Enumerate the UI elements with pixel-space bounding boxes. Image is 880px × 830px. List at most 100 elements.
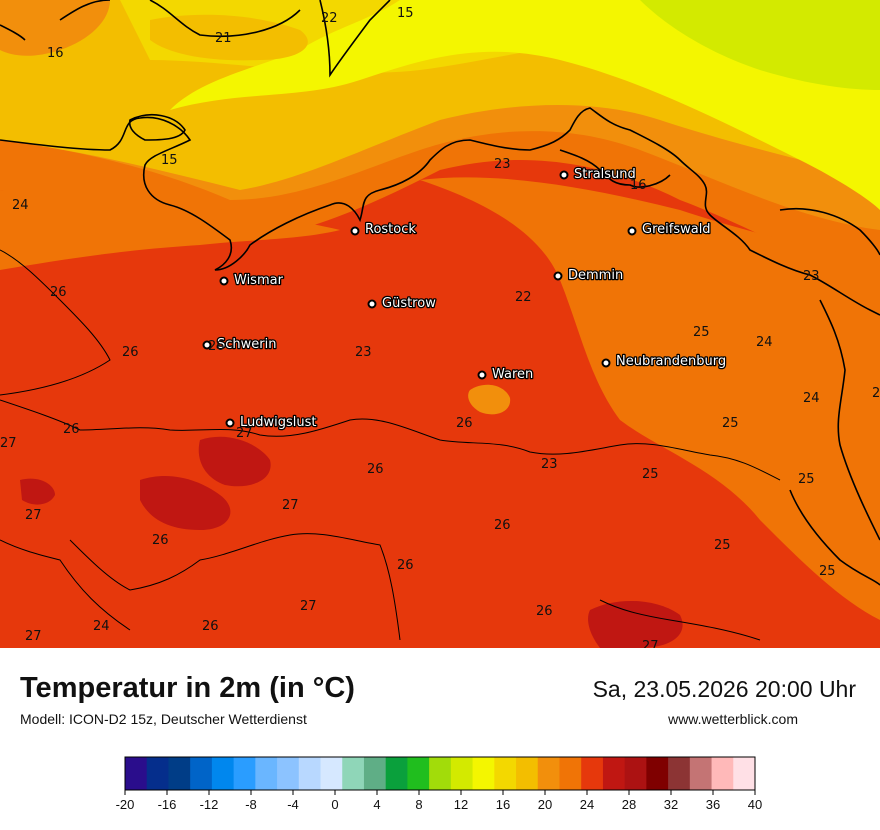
map-value: 25 [714,538,731,553]
legend-color-swatch [255,757,278,790]
map-value: 25 [722,416,739,431]
legend-color-swatch [233,757,256,790]
legend-color-swatch [190,757,213,790]
legend-color-swatch [125,757,148,790]
city-label-rostock: Rostock [365,222,416,237]
legend-tick-label: 36 [706,797,720,812]
city-marker-demmin [553,271,563,281]
legend-tick-label: -16 [158,797,177,812]
map-value: 25 [798,472,815,487]
state-border [0,249,111,396]
legend-tick-label: 28 [622,797,636,812]
coastline [789,489,880,586]
map-zone-palegreen [640,0,880,90]
legend-color-swatch [363,757,387,790]
map-value: 26 [397,558,414,573]
legend-tick-label: 40 [748,797,762,812]
map-value: 21 [215,31,232,46]
map-value: 26 [367,462,384,477]
map-zone-brightyellow [170,0,880,210]
map-value: 26 [208,339,225,354]
map-value: 24 [803,391,820,406]
legend-tick-label: 12 [454,797,468,812]
map-value: 27 [282,498,299,513]
map-value: 26 [494,518,511,533]
legend-color-swatch [559,757,582,790]
city-label-demmin: Demmin [568,268,623,283]
model-source: Modell: ICON-D2 15z, Deutscher Wetterdie… [20,711,307,727]
map-value: 26 [202,619,219,634]
map-value: 26 [63,422,80,437]
city-label-waren: Waren [492,367,533,382]
legend-color-swatch [429,757,452,790]
city-marker-guestrow [367,299,377,309]
map-zone-lightspot [468,384,511,415]
legend-color-swatch [602,757,626,790]
legend-color-swatch [342,757,365,790]
map-value: 27 [642,639,659,648]
legend-tick-label: -20 [116,797,135,812]
map-value: 26 [152,533,169,548]
map-value: 26 [456,416,473,431]
city-label-wismar: Wismar [234,273,284,288]
legend-border [124,756,756,791]
map-zone-orange-sw [0,190,340,270]
legend-color-swatch [168,757,191,790]
map-value: 24 [12,198,29,213]
coastline [819,299,880,541]
map-value: 23 [494,157,511,172]
city-marker-wismar [219,276,229,286]
map-value: 15 [397,6,414,21]
legend-tick-label: -8 [245,797,257,812]
legend-tick-label: 8 [415,797,422,812]
map-value: 27 [236,426,253,441]
legend-color-swatch [646,757,669,790]
website-link[interactable]: www.wetterblick.com [668,711,798,727]
map-value: 25 [642,467,659,482]
map-zone-darkred [588,600,683,648]
map-value: 23 [872,386,880,401]
legend-color-swatch [581,757,604,790]
map-value: 24 [93,619,110,634]
legend-color-swatch [668,757,691,790]
coastline [128,114,186,141]
map-value: 25 [693,325,710,340]
city-label-neubrandenburg: Neubrandenburg [616,354,726,369]
map-value: 26 [50,285,67,300]
map-value: 24 [756,335,773,350]
temperature-map: Stralsund Rostock Greifswald Wismar Demm… [0,0,880,648]
map-value: 23 [803,269,820,284]
map-value: 15 [161,153,178,168]
coastline [559,149,671,188]
map-value: 27 [0,436,17,451]
city-label-schwerin: Schwerin [217,337,276,352]
map-value: 16 [47,46,64,61]
legend-color-swatch [298,757,322,790]
coastline [319,0,391,78]
coastline [149,0,301,38]
city-marker-greifswald [627,226,637,236]
city-marker-schwerin [202,340,212,350]
map-title: Temperatur in 2m (in °C) [20,672,355,704]
legend-color-swatch [733,757,756,790]
legend-color-swatch [494,757,517,790]
map-zone-darkred [140,475,231,530]
legend-tick-label: 16 [496,797,510,812]
state-border [0,399,781,481]
city-marker-neubrandenburg [601,358,611,368]
state-border [0,539,131,631]
legend-color-swatch [407,757,430,790]
legend-tick-label: 0 [331,797,338,812]
map-value: 22 [515,290,532,305]
legend-color-swatch [277,757,300,790]
temperature-values: 22 15 21 16 15 23 16 24 23 26 22 25 24 2… [0,6,880,648]
map-value: 26 [122,345,139,360]
map-value: 23 [541,457,558,472]
city-marker-stralsund [559,170,569,180]
map-footer: Temperatur in 2m (in °C) Modell: ICON-D2… [0,648,880,830]
map-value: 23 [355,345,372,360]
legend-tick-label: -4 [287,797,299,812]
legend-color-swatch [211,757,235,790]
state-border [599,599,761,641]
coastline [0,0,111,41]
